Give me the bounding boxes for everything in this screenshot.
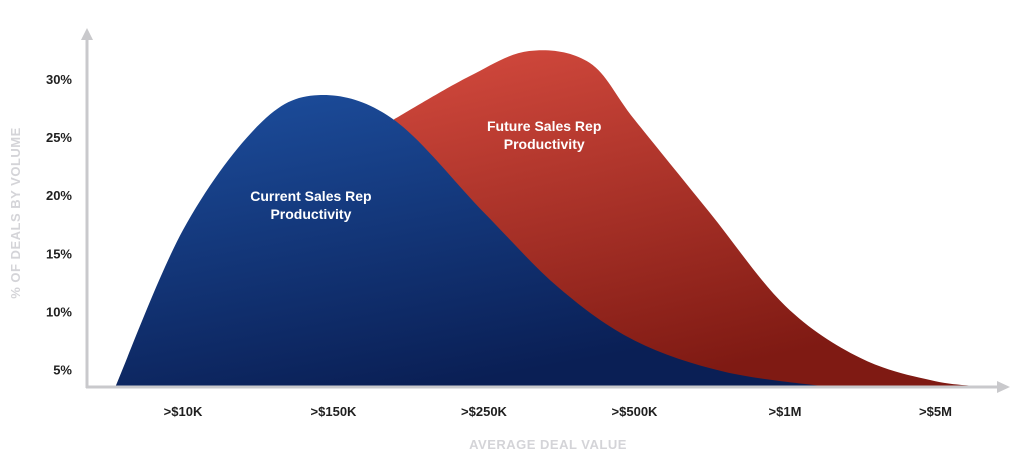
x-tick-label: >$250K bbox=[461, 404, 508, 419]
x-axis-arrow bbox=[997, 381, 1010, 393]
x-tick-label: >$1M bbox=[769, 404, 802, 419]
y-tick-label: 10% bbox=[46, 304, 72, 319]
x-tick-label: >$10K bbox=[164, 404, 203, 419]
annotation-layer: Current Sales Rep Productivity Future Sale… bbox=[250, 118, 601, 222]
series-label-future: Future Sales Rep Productivity bbox=[487, 118, 601, 152]
y-tick-label: 15% bbox=[46, 246, 72, 261]
axes-layer bbox=[81, 28, 1010, 393]
x-tick-label: >$500K bbox=[612, 404, 659, 419]
y-tick-label: 5% bbox=[53, 363, 72, 378]
y-tick-label: 30% bbox=[46, 72, 72, 87]
y-axis-arrow bbox=[81, 28, 93, 40]
ticks-layer: >$10K >$150K >$250K >$500K >$1M >$5M 5% 10% 15% 2… bbox=[46, 72, 952, 419]
series-layer bbox=[115, 50, 996, 388]
x-axis-title: AVERAGE DEAL VALUE bbox=[469, 437, 627, 452]
x-tick-label: >$5M bbox=[919, 404, 952, 419]
series-area-current bbox=[115, 95, 831, 387]
x-tick-label: >$150K bbox=[311, 404, 358, 419]
y-axis-title: % OF DEALS BY VOLUME bbox=[8, 127, 23, 299]
series-label-current: Current Sales Rep Productivity bbox=[250, 188, 371, 222]
y-tick-label: 20% bbox=[46, 188, 72, 203]
y-tick-label: 25% bbox=[46, 130, 72, 145]
